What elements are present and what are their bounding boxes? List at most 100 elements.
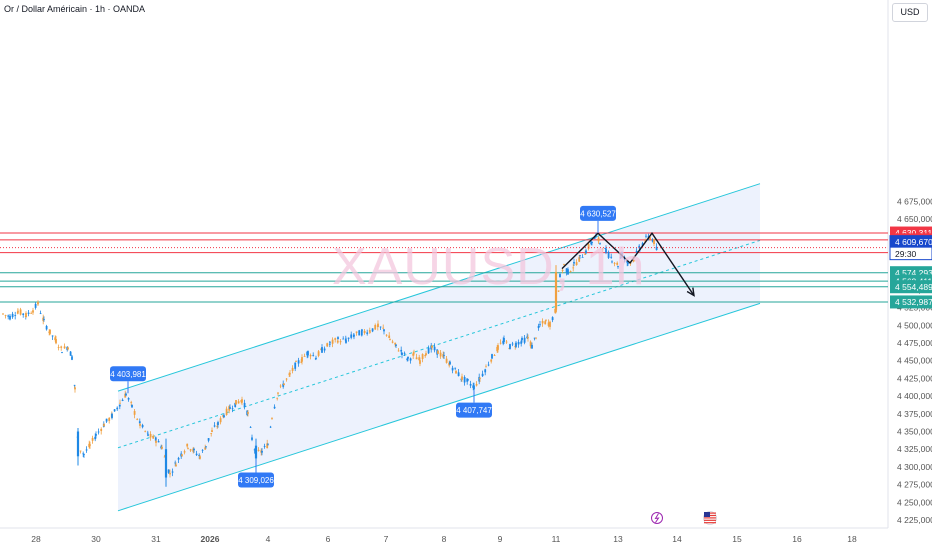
lightning-icon <box>651 512 663 524</box>
candle-body <box>638 245 641 248</box>
callout-box <box>456 402 492 418</box>
time-tick-label: 13 <box>613 534 623 544</box>
candle-body <box>163 456 166 458</box>
candle-body <box>187 447 189 449</box>
candle-body <box>491 354 493 359</box>
candle-body <box>469 384 472 386</box>
candle-body <box>485 366 487 368</box>
candle-body <box>649 237 651 240</box>
candle-body <box>282 383 285 387</box>
candles-group <box>2 232 658 487</box>
candle-body <box>383 329 385 332</box>
candle-body <box>91 437 94 441</box>
us-flag-icon <box>703 511 717 525</box>
candle-body <box>655 246 658 251</box>
candle-body <box>457 372 460 377</box>
candle-body <box>141 424 144 428</box>
current-price-tag-top <box>890 235 932 248</box>
candle-body <box>424 355 427 357</box>
candle-body <box>371 328 374 332</box>
candle-body <box>551 317 554 321</box>
time-axis: 28 30 31 2026 4 6 7 8 9 11 13 14 15 16 18 <box>31 534 857 544</box>
candle-body <box>653 239 655 244</box>
candle-body <box>234 402 237 407</box>
candle-body <box>138 421 141 424</box>
candle-body <box>409 358 412 361</box>
candle-body <box>339 341 342 343</box>
candle-body <box>314 358 317 360</box>
time-tick-label: 30 <box>91 534 101 544</box>
candle-body <box>249 426 252 428</box>
candle-body <box>223 415 225 418</box>
candle-body <box>216 426 219 427</box>
candle-body <box>152 435 155 439</box>
candle-body <box>235 400 237 405</box>
candle-body <box>130 402 133 403</box>
candle-body <box>14 315 17 316</box>
price-tick-label: 4 500,000 <box>897 320 932 330</box>
callout-box <box>110 366 146 382</box>
candle-body <box>301 357 303 362</box>
candle-body <box>237 401 240 404</box>
candle-body <box>515 342 517 347</box>
candle-body <box>27 312 30 314</box>
candle-body <box>217 422 219 425</box>
price-tick-label: 4 350,000 <box>897 427 932 437</box>
candle-body <box>493 355 496 356</box>
candle-body <box>105 418 108 422</box>
candle-body <box>449 361 451 365</box>
price-tick-label: 4 400,000 <box>897 391 932 401</box>
candle-body <box>55 339 57 344</box>
candle-body <box>400 349 403 352</box>
candle-body <box>85 449 88 451</box>
candle-body <box>413 352 415 354</box>
candle-body <box>391 341 394 343</box>
currency-button[interactable]: USD <box>892 3 928 22</box>
candle-body <box>211 430 213 432</box>
candle-body <box>199 456 201 459</box>
candle-body <box>439 352 442 357</box>
candle-body <box>397 350 400 352</box>
candle-body <box>266 443 269 449</box>
candle-body <box>289 373 291 375</box>
candle-body <box>533 337 536 339</box>
candle-body <box>361 329 363 331</box>
candle-body <box>597 237 600 242</box>
candle-body <box>535 337 537 339</box>
candle-body <box>645 235 647 237</box>
candle-body <box>254 445 258 459</box>
candle-body <box>269 426 272 428</box>
candle-body <box>567 269 569 275</box>
candle-body <box>490 359 493 362</box>
candle-body <box>183 451 186 453</box>
candle-body <box>329 341 331 343</box>
candle-body <box>124 393 127 398</box>
candle-body <box>613 262 616 264</box>
candle-body <box>108 417 111 421</box>
candle-body <box>95 434 97 436</box>
candle-body <box>523 337 526 343</box>
candle-body <box>30 312 33 314</box>
candle-body <box>60 346 63 348</box>
candle-body <box>547 322 550 326</box>
candle-body <box>517 341 520 345</box>
candle-body <box>147 434 149 436</box>
candle-body <box>307 351 309 356</box>
candle-body <box>225 408 228 415</box>
candle-body <box>49 329 51 334</box>
candle-body <box>475 383 478 386</box>
candle-body <box>201 449 204 451</box>
candle-body <box>39 313 42 315</box>
candle-body <box>503 338 505 342</box>
time-tick-label: 31 <box>151 534 161 544</box>
candle-body <box>572 267 575 269</box>
price-tick-label: 4 250,000 <box>897 497 932 507</box>
candle-body <box>549 321 551 327</box>
candle-body <box>419 360 421 364</box>
candle-body <box>616 262 619 265</box>
candle-body <box>607 251 610 258</box>
candle-body <box>619 257 622 259</box>
candle-body <box>267 444 269 446</box>
candle-body <box>241 399 243 403</box>
